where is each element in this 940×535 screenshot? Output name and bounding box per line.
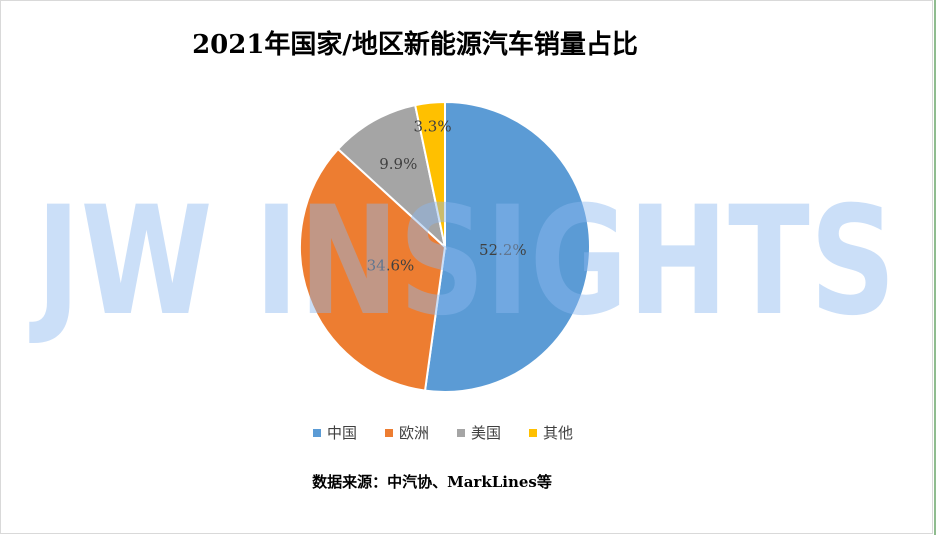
source-note: 数据来源：中汽协、MarkLines等 — [312, 473, 552, 491]
legend-label: 美国 — [471, 424, 501, 442]
chart-title: 2021年国家/地区新能源汽车销量占比 — [192, 29, 638, 60]
legend-swatch — [529, 429, 537, 437]
legend: 中国 欧洲 美国 其他 — [313, 424, 573, 442]
legend-swatch — [385, 429, 393, 437]
pie-slice — [336, 103, 447, 250]
watermark: JW INSIGHTS — [29, 175, 896, 349]
legend-label: 中国 — [327, 424, 357, 442]
legend-swatch — [457, 429, 465, 437]
pie: 52.2% 34.6% 9.9% 3.3% — [299, 100, 591, 393]
legend-label: 欧洲 — [399, 424, 429, 442]
data-label: 52.2% — [479, 241, 527, 259]
data-label: 9.9% — [379, 155, 417, 173]
legend-swatch — [313, 429, 321, 437]
pie-slice — [413, 100, 446, 248]
pie-slice — [423, 100, 591, 393]
data-label: 3.3% — [413, 117, 451, 135]
pie-slice — [299, 147, 447, 392]
legend-label: 其他 — [543, 424, 573, 442]
data-label: 34.6% — [367, 257, 415, 275]
